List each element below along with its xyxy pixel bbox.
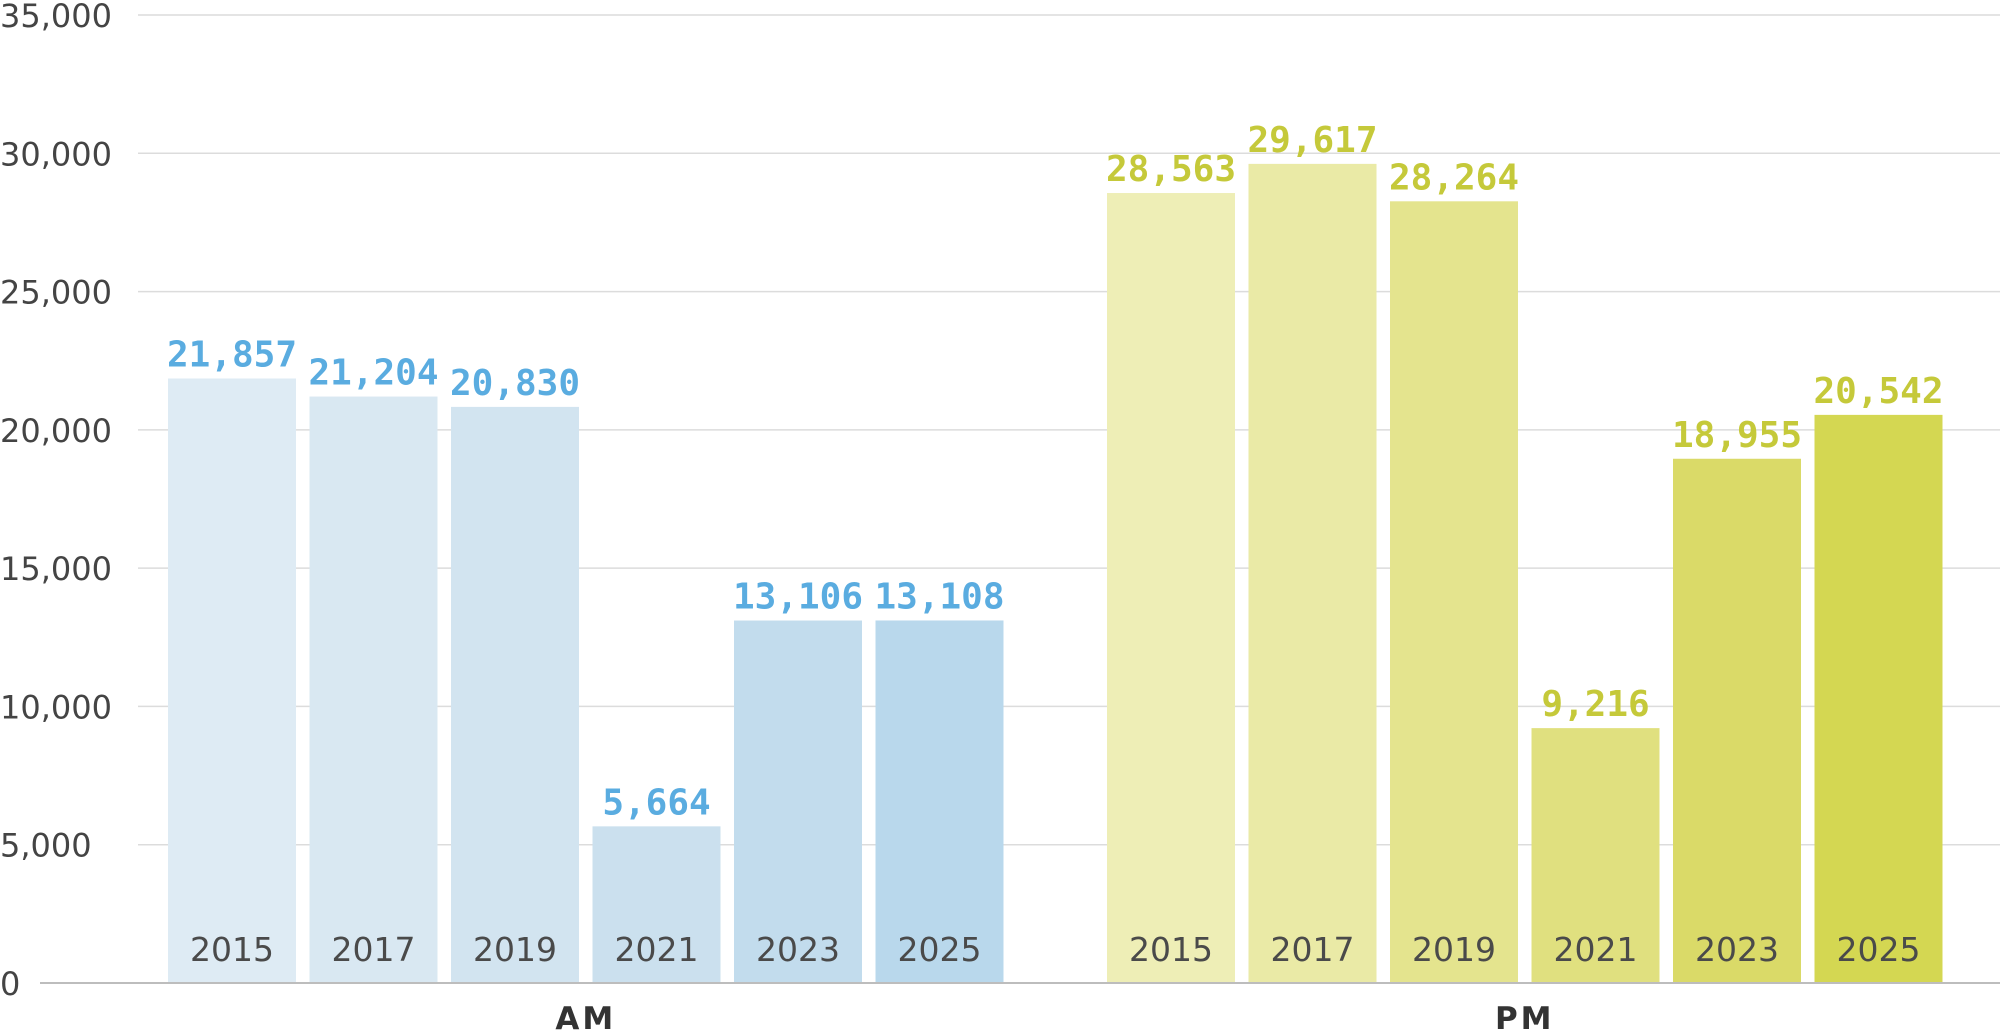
bar-pm-2015 bbox=[1107, 193, 1235, 983]
x-tick-label: 2017 bbox=[1271, 930, 1355, 969]
data-label: 13,106 bbox=[733, 577, 863, 618]
data-label: 20,830 bbox=[450, 363, 580, 404]
y-tick-label: 0 bbox=[0, 965, 20, 1003]
bars: 21,857 2015 21,204 2017 20,830 2019 5,664 2021 1… bbox=[167, 120, 1944, 984]
x-tick-label: 2015 bbox=[190, 930, 274, 969]
bar-pm-2025 bbox=[1814, 414, 1943, 984]
bar-am-2021 bbox=[592, 826, 721, 983]
data-label: 9,216 bbox=[1541, 684, 1649, 725]
bar-pm-2019 bbox=[1390, 201, 1518, 983]
x-tick-label: 2017 bbox=[332, 930, 416, 969]
gridlines bbox=[138, 14, 2000, 846]
x-tick-label: 2025 bbox=[1837, 930, 1921, 969]
x-tick-label: 2019 bbox=[1412, 930, 1496, 969]
x-tick-label: 2021 bbox=[615, 930, 699, 969]
y-axis-ticks: 0 5,000 10,000 15,000 20,000 25,000 30,000 35,0… bbox=[0, 0, 112, 1003]
y-tick-label: 15,000 bbox=[0, 550, 112, 588]
y-tick-label: 5,000 bbox=[0, 827, 92, 865]
group-labels: AM PM bbox=[555, 1001, 1555, 1035]
group-label-pm: PM bbox=[1495, 1001, 1555, 1035]
bar-am-2023 bbox=[734, 620, 862, 983]
y-tick-label: 20,000 bbox=[0, 412, 112, 450]
data-label: 21,857 bbox=[167, 334, 297, 375]
x-tick-label: 2023 bbox=[1695, 930, 1779, 969]
bar-am-2019 bbox=[451, 406, 579, 983]
x-tick-label: 2021 bbox=[1554, 930, 1638, 969]
y-tick-label: 25,000 bbox=[0, 274, 112, 312]
y-tick-label: 30,000 bbox=[0, 135, 112, 173]
x-tick-label: 2019 bbox=[473, 930, 557, 969]
y-tick-label: 35,000 bbox=[0, 0, 112, 35]
y-tick-label: 10,000 bbox=[0, 688, 112, 726]
data-label: 28,563 bbox=[1106, 149, 1236, 190]
bar-am-2015 bbox=[168, 378, 296, 984]
data-label: 13,108 bbox=[874, 576, 1004, 617]
x-tick-label: 2023 bbox=[756, 930, 840, 969]
data-label: 29,617 bbox=[1247, 120, 1377, 161]
bar-pm-2023 bbox=[1673, 458, 1801, 983]
group-label-am: AM bbox=[555, 1001, 616, 1035]
data-label: 5,664 bbox=[602, 782, 710, 823]
data-label: 21,204 bbox=[308, 353, 438, 394]
bar-pm-2017 bbox=[1248, 163, 1377, 983]
bar-am-2017 bbox=[309, 396, 438, 983]
bar-pm-2021 bbox=[1531, 728, 1660, 983]
x-tick-label: 2025 bbox=[898, 930, 982, 969]
x-tick-label: 2015 bbox=[1129, 930, 1213, 969]
bar-am-2025 bbox=[875, 620, 1004, 983]
data-label: 20,542 bbox=[1813, 371, 1943, 412]
data-label: 18,955 bbox=[1672, 415, 1802, 456]
data-label: 28,264 bbox=[1389, 157, 1519, 198]
